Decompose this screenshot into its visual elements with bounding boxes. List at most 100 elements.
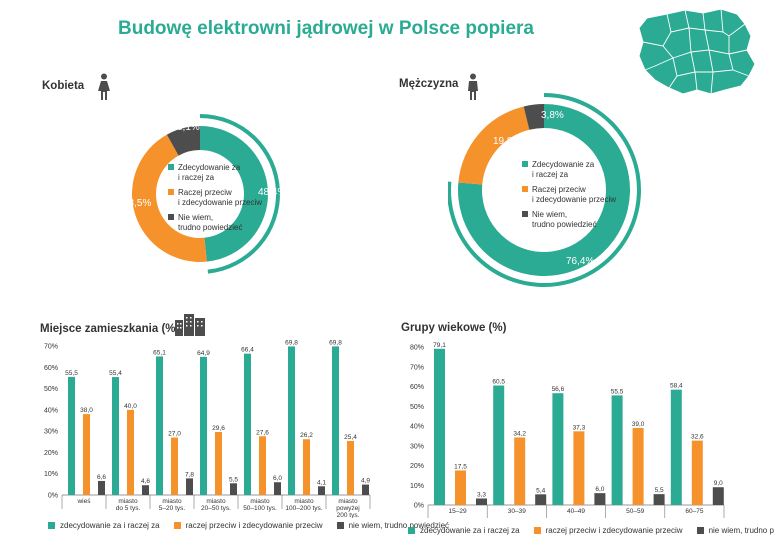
age-data-label: 3,3	[477, 491, 486, 498]
age-ytick-label: 50%	[410, 404, 424, 411]
legend-swatch-for	[408, 527, 415, 534]
legend-swatch-against	[168, 189, 174, 195]
men-slice-against	[458, 106, 530, 185]
legend-swatch-unsure	[696, 527, 704, 534]
age-data-label: 58,4	[670, 383, 683, 390]
residence-bar-unsure	[186, 478, 193, 495]
age-bar-for	[670, 389, 682, 505]
men-legend-item-against: Raczej przeciw i zdecydowanie przeciw	[522, 185, 616, 205]
age-legend-item: nie wiem, trudno powiedzieć	[696, 526, 774, 535]
age-ytick-label: 0%	[414, 503, 424, 510]
residence-data-label: 27,6	[256, 429, 269, 436]
residence-data-label: 38,0	[80, 407, 93, 414]
age-data-label: 5,4	[536, 487, 545, 494]
age-bar-against	[514, 437, 526, 505]
residence-category-label: 5–20 tys.	[159, 505, 186, 512]
age-legend-item: zdecydowanie za i raczej za	[408, 526, 520, 535]
age-data-label: 37,3	[573, 424, 586, 431]
residence-data-label: 29,6	[212, 425, 225, 432]
residence-data-label: 4,9	[361, 478, 370, 485]
women-legend-item-for: Zdecydowanie za i raczej za	[168, 163, 262, 183]
age-category-label: 50–59	[626, 508, 644, 515]
buildings-icon	[175, 314, 205, 336]
age-ytick-label: 80%	[410, 345, 424, 352]
age-bar-against	[455, 470, 466, 505]
residence-data-label: 7,8	[185, 471, 194, 478]
age-bar-for	[493, 385, 505, 505]
age-data-label: 32,6	[691, 434, 704, 441]
age-bar-for	[434, 348, 445, 505]
residence-ytick-label: 40%	[44, 407, 58, 414]
women-slice-label-against: 43,5%	[123, 198, 152, 209]
residence-data-label: 66,4	[241, 347, 254, 354]
residence-bar-for	[244, 353, 251, 495]
residence-data-label: 64,9	[197, 350, 210, 357]
women-slice-unsure	[166, 126, 200, 156]
legend-text: raczej przeciw i zdecydowanie przeciw	[185, 521, 323, 530]
residence-data-label: 6,6	[97, 474, 106, 481]
legend-swatch-against	[173, 522, 181, 529]
residence-data-label: 5,5	[229, 476, 238, 483]
legend-text: Zdecydowanie za	[532, 160, 595, 169]
residence-category-label: 200 tys.	[337, 512, 360, 518]
residence-category-label: miasto	[250, 498, 270, 505]
residence-bar-against	[83, 414, 90, 495]
residence-category-label: 50–100 tys.	[243, 505, 277, 512]
residence-ytick-label: 60%	[44, 365, 58, 372]
age-bar-for	[611, 395, 623, 505]
residence-category-label: wieś	[76, 498, 91, 505]
legend-text: Zdecydowanie za	[178, 163, 241, 172]
residence-legend-item: zdecydowanie za i raczej za	[48, 521, 160, 530]
residence-ytick-label: 10%	[44, 471, 58, 478]
men-label: Mężczyzna	[399, 78, 459, 90]
residence-bar-against	[303, 439, 310, 495]
legend-text: nie wiem, trudno powiedzieć	[708, 526, 774, 535]
residence-chart-title: Miejsce zamieszkania (%)	[40, 323, 180, 335]
women-legend: Zdecydowanie za i raczej za Raczej przeci…	[168, 163, 262, 238]
residence-data-label: 65,1	[153, 349, 166, 356]
legend-text: i zdecydowanie przeciw	[178, 198, 263, 207]
woman-icon	[98, 73, 110, 100]
residence-bar-chart: 0% 10% 20% 30% 40% 50% 60% 70% 55,5 38,0 6,6 wieś 55…	[44, 339, 370, 518]
age-bar-unsure	[476, 498, 487, 505]
residence-bar-unsure	[98, 480, 105, 495]
legend-swatch-for	[168, 164, 174, 170]
age-ytick-label: 30%	[410, 443, 424, 450]
age-data-label: 55,5	[611, 388, 624, 395]
residence-ytick-label: 50%	[44, 386, 58, 393]
residence-data-label: 40,0	[124, 403, 137, 410]
legend-swatch-for	[48, 522, 55, 529]
residence-category-label: miasto	[118, 498, 138, 505]
age-ytick-label: 10%	[410, 483, 424, 490]
legend-text: nie wiem, trudno powiedzieć	[348, 521, 450, 530]
age-category-label: 40–49	[567, 508, 585, 515]
residence-bar-for	[112, 377, 119, 495]
men-legend-item-unsure: Nie wiem, trudno powiedzieć	[522, 210, 616, 230]
residence-bar-for	[288, 346, 295, 495]
women-slice-against	[132, 134, 207, 262]
men-slice-label-for: 76,4%	[566, 256, 595, 267]
residence-data-label: 4,1	[317, 479, 326, 486]
age-category-label: 15–29	[449, 508, 467, 515]
residence-data-label: 25,4	[344, 434, 357, 441]
men-legend: Zdecydowanie za i raczej za Raczej przeci…	[522, 160, 616, 235]
residence-bar-for	[156, 356, 163, 495]
age-bar-unsure	[653, 494, 665, 505]
age-ytick-label: 70%	[410, 364, 424, 371]
legend-text: i raczej za	[532, 170, 569, 179]
residence-data-label: 6,0	[273, 475, 282, 482]
legend-swatch-unsure	[336, 522, 344, 529]
legend-text: i raczej za	[178, 173, 215, 182]
residence-category-label: do 5 tys.	[116, 505, 141, 512]
residence-category-label: miasto	[294, 498, 314, 505]
legend-swatch-unsure	[522, 211, 528, 217]
residence-category-label: miasto	[162, 498, 182, 505]
residence-ytick-label: 70%	[44, 344, 58, 351]
residence-category-label: miasto	[206, 498, 226, 505]
men-slice-label-against: 19,8%	[493, 136, 522, 147]
residence-ytick-label: 0%	[48, 493, 58, 500]
residence-ytick-label: 30%	[44, 429, 58, 436]
age-data-label: 79,1	[433, 342, 446, 349]
age-legend-item: raczej przeciw i zdecydowanie przeciw	[533, 526, 683, 535]
residence-category-label: powyżej	[336, 505, 359, 512]
